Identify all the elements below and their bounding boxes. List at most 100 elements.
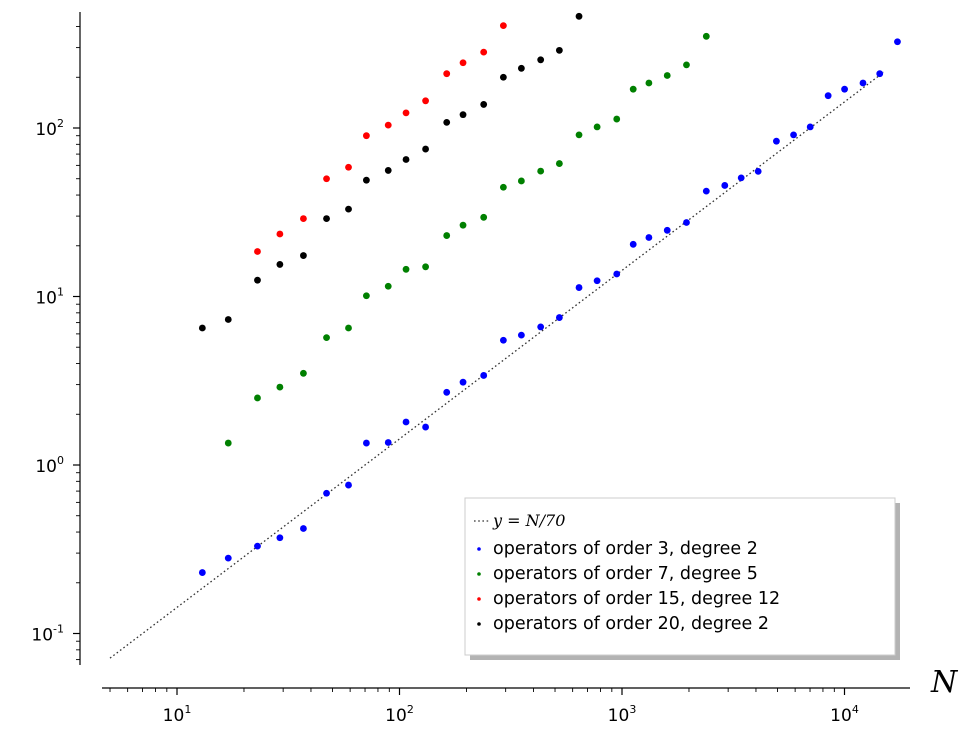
data-point — [402, 418, 410, 426]
x-axis-label: N — [930, 665, 959, 700]
data-point — [721, 182, 729, 189]
data-point — [254, 276, 261, 284]
data-point — [198, 324, 206, 332]
data-point — [459, 59, 467, 67]
data-point — [754, 167, 762, 175]
data-point — [629, 240, 637, 248]
data-point — [499, 22, 507, 30]
data-point — [459, 111, 467, 119]
data-point — [575, 131, 583, 139]
data-point — [645, 234, 653, 241]
data-point — [575, 12, 583, 20]
legend-marker — [477, 597, 481, 601]
data-point — [254, 394, 261, 402]
data-point — [224, 439, 232, 447]
data-point — [824, 92, 832, 100]
data-point — [555, 46, 563, 54]
data-point — [422, 97, 429, 105]
legend-marker — [477, 622, 481, 626]
data-point — [384, 282, 392, 290]
data-point — [443, 388, 451, 396]
data-point — [645, 79, 653, 87]
data-point — [363, 439, 370, 447]
legend-box — [464, 497, 896, 656]
data-point — [443, 118, 451, 126]
data-point — [300, 369, 307, 377]
data-point — [537, 323, 545, 331]
data-point — [323, 334, 330, 342]
data-point — [629, 85, 637, 93]
data-point — [841, 85, 848, 93]
data-point — [613, 270, 621, 278]
data-point — [499, 183, 507, 191]
axes: 101 102 103 104 10-1 100 101 102 — [31, 12, 910, 726]
data-point — [555, 314, 563, 321]
data-point — [480, 372, 488, 379]
data-point — [480, 213, 488, 221]
data-point — [224, 554, 232, 562]
data-point — [517, 177, 525, 185]
x-tick-label: 103 — [608, 703, 637, 726]
data-point — [537, 167, 545, 175]
data-point — [480, 101, 488, 108]
y-tick-label: 102 — [35, 117, 64, 140]
legend-reference-line-label: y = N/70 — [492, 511, 565, 530]
data-point — [499, 336, 507, 344]
legend-label: operators of order 20, degree 2 — [493, 614, 769, 634]
x-tick-label: 102 — [385, 703, 414, 726]
data-point — [422, 263, 429, 271]
data-point — [300, 252, 307, 259]
data-point — [254, 542, 261, 550]
data-point — [593, 277, 601, 285]
series-2-points — [224, 32, 710, 447]
data-point — [345, 205, 352, 213]
data-point — [363, 176, 370, 184]
data-point — [593, 123, 601, 131]
data-point — [613, 115, 621, 123]
data-point — [384, 121, 392, 129]
legend-marker — [477, 572, 481, 576]
data-point — [517, 64, 525, 72]
data-point — [323, 175, 330, 183]
data-point — [876, 70, 884, 78]
data-point — [790, 131, 797, 139]
legend-label: operators of order 15, degree 12 — [493, 589, 780, 609]
data-point — [363, 132, 370, 140]
data-point — [537, 56, 545, 64]
data-point — [806, 123, 814, 131]
data-point — [300, 525, 307, 532]
data-point — [363, 292, 370, 300]
data-point — [663, 226, 671, 234]
series-3-points — [254, 22, 507, 255]
data-point — [345, 163, 352, 171]
data-point — [300, 215, 307, 222]
data-point — [517, 331, 525, 339]
x-tick-label: 104 — [830, 703, 859, 726]
data-point — [480, 48, 488, 56]
data-point — [702, 32, 710, 40]
data-point — [384, 167, 392, 174]
data-point — [402, 109, 410, 117]
legend-label: operators of order 3, degree 2 — [493, 539, 758, 559]
legend: y = N/70 operators of order 3, degree 2 op… — [464, 497, 900, 660]
legend-marker — [477, 547, 481, 551]
y-tick-label: 100 — [35, 454, 64, 477]
data-point — [276, 261, 284, 268]
data-point — [254, 248, 261, 255]
data-point — [555, 160, 563, 167]
data-point — [459, 378, 467, 386]
data-point — [894, 38, 901, 46]
data-point — [663, 72, 671, 79]
data-point — [422, 423, 429, 431]
data-point — [276, 383, 284, 391]
data-point — [859, 79, 867, 87]
data-point — [499, 73, 507, 81]
data-point — [459, 221, 467, 229]
data-point — [683, 61, 690, 69]
data-point — [198, 569, 206, 576]
data-point — [422, 145, 429, 153]
legend-label: operators of order 7, degree 5 — [493, 564, 758, 584]
data-points-layer — [198, 12, 901, 576]
data-point — [402, 265, 410, 273]
data-point — [443, 232, 451, 239]
